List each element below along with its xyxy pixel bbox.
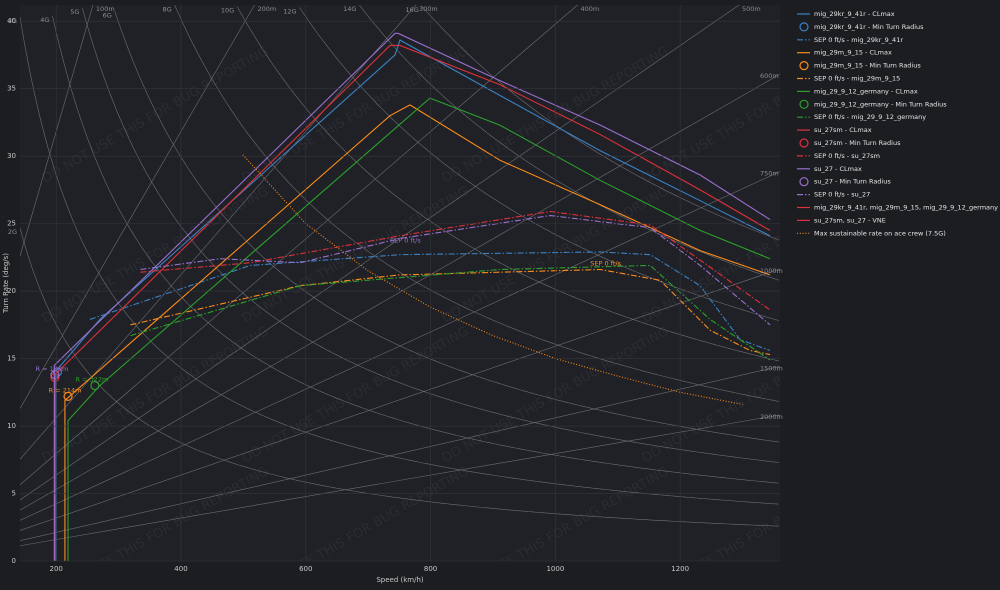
legend-label: SEP 0 ft/s - mig_29m_9_15 — [814, 75, 900, 83]
legend-label: mig_29kr_9_41r, mig_29m_9_15, mig_29_9_1… — [814, 204, 1000, 212]
g-line — [174, 5, 779, 402]
radius-line-label: 300m — [419, 5, 438, 13]
series-line — [53, 32, 771, 561]
legend-symbol — [799, 177, 809, 187]
g-line-label: 4G — [40, 16, 49, 24]
g-line-label: 16G — [406, 6, 419, 14]
series-line — [64, 104, 771, 561]
radius-annotation: R = 322m — [75, 376, 108, 384]
y-tick-label: 40 — [7, 17, 16, 25]
g-line — [421, 6, 779, 241]
legend-label: Max sustainable rate on ace crew (7.5G) — [814, 229, 946, 237]
g-line-label: 8G — [163, 5, 172, 13]
legend-symbol — [799, 60, 809, 71]
radius-annotation: R = 214m — [49, 386, 82, 394]
g-line — [20, 17, 779, 505]
y-tick-label: 0 — [12, 557, 16, 565]
radius-line — [20, 5, 255, 409]
min-radius-marker — [50, 370, 60, 380]
legend-label: mig_29kr_9_41r - Min Turn Radius — [814, 23, 924, 31]
y-tick-label: 35 — [7, 85, 16, 93]
g-line-label: 6G — [103, 12, 112, 20]
min-radius-marker — [90, 380, 100, 391]
legend-label: SEP 0 ft/s - su_27 — [814, 191, 870, 199]
radius-line-label: 2000m — [760, 413, 783, 421]
radius-line-label: 750m — [760, 170, 779, 178]
legend-label: mig_29_9_12_germany - Min Turn Radius — [814, 100, 947, 108]
sep-annotation: SEP 0 ft/s — [590, 260, 621, 268]
radius-annotation: R = 198m — [36, 365, 69, 373]
y-axis-label: Turn Rate (deg/s) — [2, 253, 10, 314]
series-line — [67, 97, 771, 561]
series-line — [54, 44, 771, 561]
legend-label: mig_29m_9_15 - Min Turn Radius — [814, 62, 921, 70]
g-line-label: 3G — [8, 17, 17, 25]
g-line-label: 10G — [221, 7, 234, 15]
radius-line — [20, 73, 780, 511]
radius-line — [20, 5, 417, 460]
g-line-label: 12G — [283, 8, 296, 16]
x-tick-label: 1000 — [546, 565, 564, 573]
plot-area — [20, 5, 780, 561]
radius-line — [20, 268, 780, 531]
legend-label: SEP 0 ft/s - mig_29_9_12_germany — [814, 113, 926, 121]
radius-line-label: 600m — [760, 72, 779, 80]
radius-line — [20, 5, 740, 501]
x-tick-label: 800 — [424, 565, 437, 573]
y-tick-label: 10 — [7, 422, 16, 430]
g-line — [114, 11, 779, 443]
radius-line-label: 500m — [742, 5, 761, 13]
radius-line-label: 100m — [96, 5, 115, 13]
legend-symbol — [799, 99, 809, 109]
y-tick-label: 20 — [7, 287, 16, 295]
legend-label: mig_29_9_12_germany - CLmax — [814, 87, 918, 95]
radius-line-label: 1000m — [760, 267, 783, 275]
x-tick-label: 1200 — [671, 565, 689, 573]
x-tick-label: 200 — [50, 565, 63, 573]
legend-label: su_27sm - CLmax — [814, 126, 872, 134]
series-line — [140, 210, 771, 311]
series-line — [130, 264, 771, 361]
y-tick-label: 25 — [7, 220, 16, 228]
g-line-label: 2G — [8, 228, 17, 236]
g-line — [236, 6, 779, 362]
min-radius-marker — [50, 372, 60, 383]
legend-label: su_27sm, su_27 - VNE — [814, 216, 886, 224]
legend-symbol — [799, 22, 809, 32]
g-line-label: 14G — [343, 5, 356, 13]
radius-line — [20, 414, 780, 547]
radius-line — [20, 5, 578, 485]
radius-line-label: 1500m — [760, 364, 783, 372]
min-radius-marker — [52, 367, 63, 377]
x-axis-label: Speed (km/h) — [376, 576, 424, 584]
y-tick-label: 5 — [12, 490, 16, 498]
legend-label: SEP 0 ft/s - mig_29kr_9_41r — [814, 36, 903, 44]
series-line — [140, 214, 771, 326]
legend-label: su_27 - Min Turn Radius — [814, 178, 891, 186]
legend-symbol — [799, 138, 809, 148]
radius-line-label: 200m — [257, 5, 276, 13]
series-line — [55, 39, 771, 561]
legend-label: su_27sm - Min Turn Radius — [814, 139, 901, 147]
g-line — [299, 7, 779, 321]
series-line — [89, 251, 771, 351]
g-line — [20, 227, 779, 527]
legend-label: su_27 - CLmax — [814, 165, 862, 173]
g-line-label: 5G — [70, 8, 79, 16]
legend-label: SEP 0 ft/s - su_27sm — [814, 152, 880, 160]
radius-line — [20, 365, 780, 541]
g-line — [52, 15, 779, 484]
y-tick-label: 15 — [7, 355, 16, 363]
g-line — [359, 5, 779, 281]
y-tick-label: 30 — [7, 152, 16, 160]
min-radius-marker — [63, 391, 73, 401]
x-tick-label: 600 — [299, 565, 312, 573]
sep-annotation: SEP 0 ft/s — [390, 236, 421, 244]
legend-label: mig_29m_9_15 - CLmax — [814, 49, 892, 57]
legend-label: mig_29kr_9_41r - CLmax — [814, 10, 895, 18]
x-tick-label: 400 — [174, 565, 187, 573]
radius-line-label: 400m — [581, 5, 600, 13]
